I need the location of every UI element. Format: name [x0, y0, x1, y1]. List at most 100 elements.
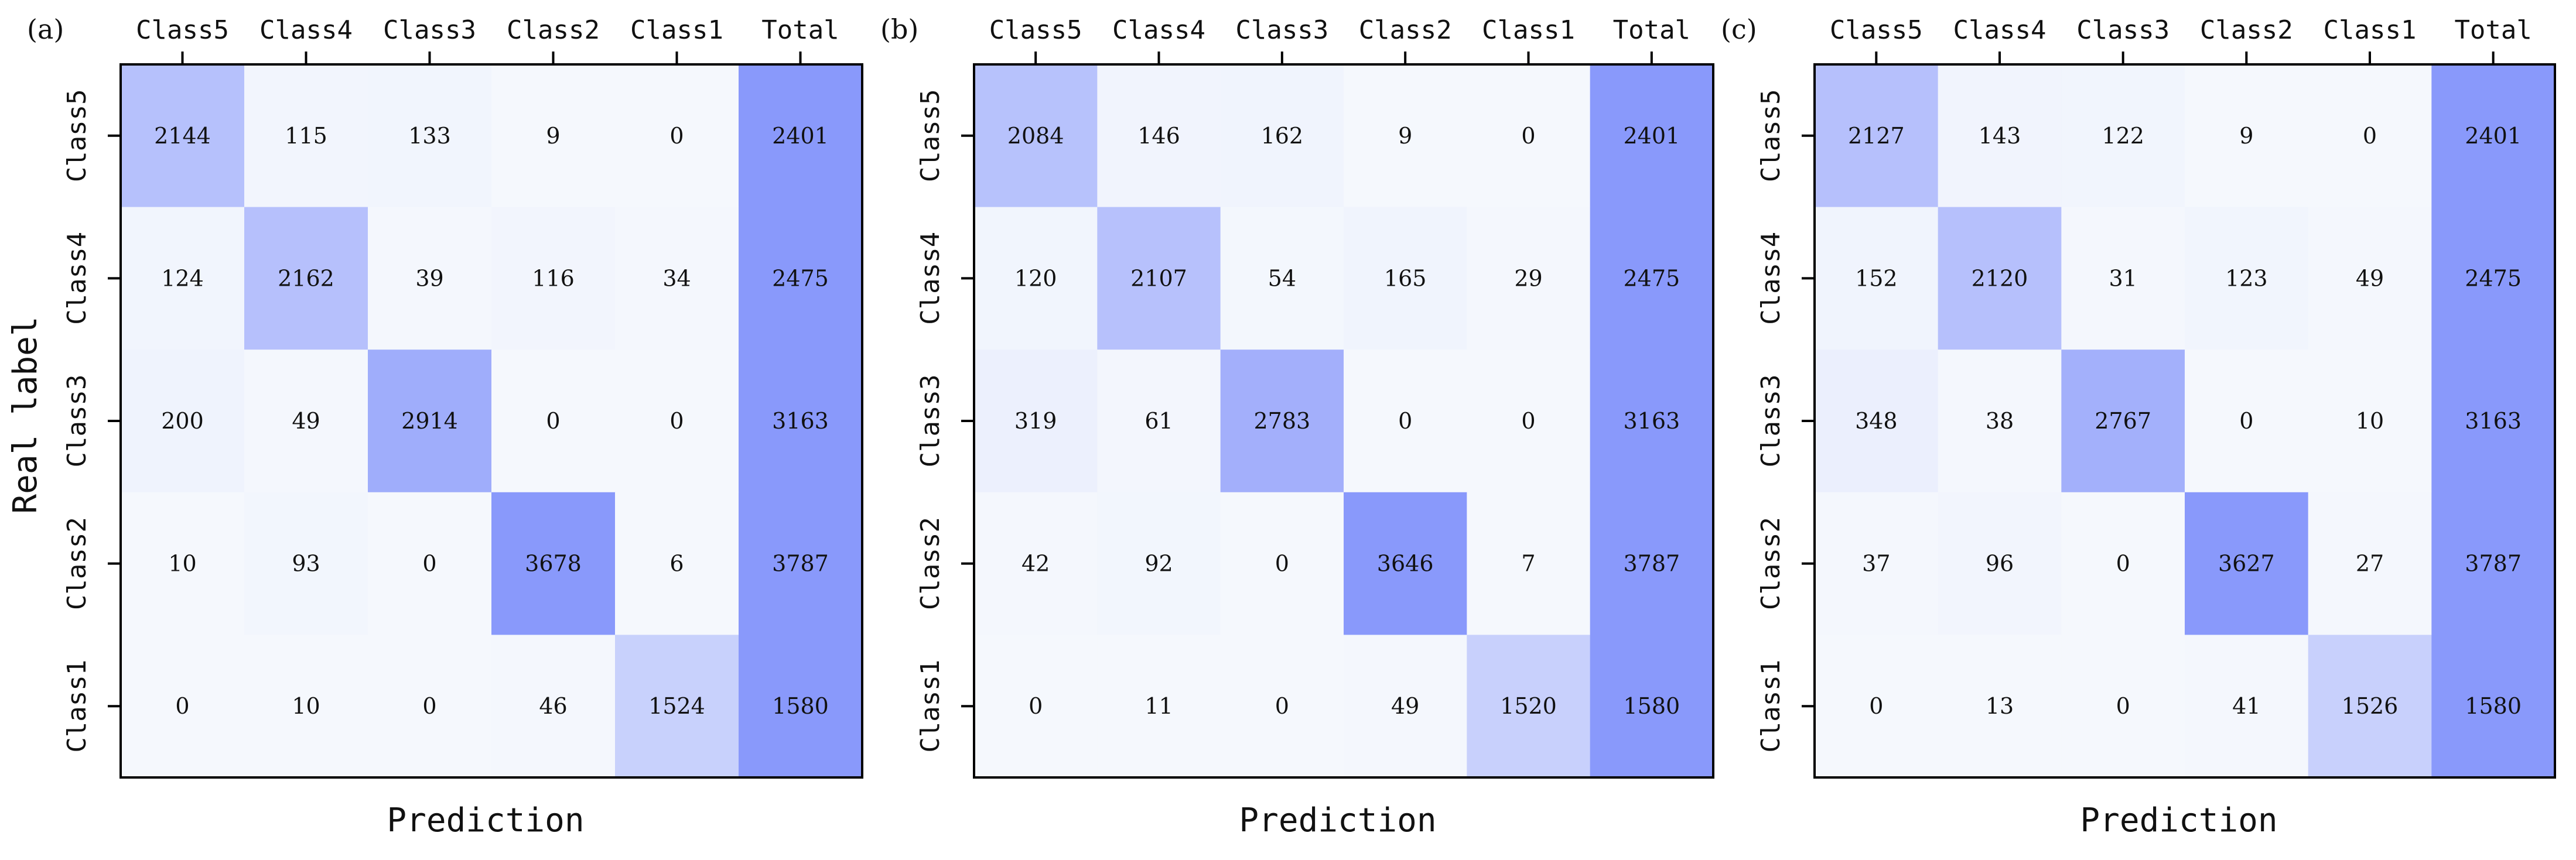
heatmap-cell — [2061, 350, 2185, 493]
heatmap-cell — [1467, 207, 1591, 350]
cell-value-label: 10 — [168, 551, 196, 577]
y-tick-label: Class3 — [62, 375, 92, 468]
x-axis-title: Prediction — [1239, 801, 1436, 840]
x-tick-label: Class4 — [1112, 15, 1205, 45]
cell-value-label: 2475 — [1623, 265, 1680, 291]
x-tick-label: Class5 — [136, 15, 229, 45]
heatmap-cell — [2308, 492, 2432, 635]
cell-value-label: 2914 — [401, 408, 458, 434]
y-tick-label: Class5 — [62, 89, 92, 182]
y-tick-label: Class1 — [1756, 660, 1786, 753]
heatmap-cell — [244, 64, 368, 208]
heatmap-cell — [368, 492, 492, 635]
cell-value-label: 37 — [1862, 551, 1890, 577]
cell-value-label: 1526 — [2342, 693, 2399, 719]
cell-value-label: 0 — [669, 123, 684, 149]
heatmap-cell — [1097, 350, 1221, 493]
heatmap-cell — [368, 350, 492, 493]
x-axis-title: Prediction — [2080, 801, 2277, 840]
x-tick-label: Class3 — [383, 15, 476, 45]
heatmap-cell — [615, 207, 739, 350]
y-tick-label: Class2 — [62, 517, 92, 610]
cell-value-label: 0 — [1521, 123, 1535, 149]
heatmap-cell — [121, 350, 245, 493]
x-tick-label: Class2 — [507, 15, 600, 45]
heatmap-cell — [1467, 635, 1591, 778]
cell-value-label: 61 — [1144, 408, 1173, 434]
heatmap-cell — [121, 207, 245, 350]
heatmap-cell — [368, 64, 492, 208]
cell-value-label: 146 — [1137, 123, 1180, 149]
cell-value-label: 0 — [669, 408, 684, 434]
cell-value-label: 27 — [2356, 551, 2384, 577]
heatmap-cell — [2185, 207, 2309, 350]
y-tick-label: Class2 — [915, 517, 945, 610]
cell-value-label: 124 — [161, 265, 204, 291]
heatmap-cell — [2061, 64, 2185, 208]
heatmap-cell — [615, 64, 739, 208]
cell-value-label: 0 — [422, 551, 436, 577]
heatmap-cell — [1467, 492, 1591, 635]
heatmap-panel-2: 2084 146 162 9 0 2401 120 2107 54 165 29 2475 319 61 2… — [880, 13, 1714, 840]
cell-value-label: 31 — [2109, 265, 2137, 291]
cell-value-label: 49 — [1391, 693, 1419, 719]
cell-value-label: 2162 — [278, 265, 334, 291]
heatmap-cell — [1220, 350, 1344, 493]
heatmap-cell — [1590, 350, 1714, 493]
x-tick-label: Class3 — [2076, 15, 2170, 45]
cell-value-label: 0 — [1275, 551, 1289, 577]
cell-value-label: 10 — [292, 693, 320, 719]
cell-value-label: 9 — [2239, 123, 2253, 149]
cell-value-label: 93 — [292, 551, 320, 577]
heatmap-cell — [1938, 207, 2062, 350]
heatmap-cell — [1097, 635, 1221, 778]
x-tick-label: Class1 — [1482, 15, 1575, 45]
cell-value-label: 1580 — [772, 693, 829, 719]
cell-value-label: 0 — [1029, 693, 1043, 719]
cell-value-label: 3787 — [1623, 551, 1680, 577]
cell-value-label: 3627 — [2218, 551, 2275, 577]
heatmap-cell — [974, 492, 1098, 635]
heatmap-cell — [2308, 207, 2432, 350]
heatmap-cell — [2431, 207, 2555, 350]
heatmap-cell — [121, 64, 245, 208]
cell-value-label: 1580 — [2465, 693, 2522, 719]
heatmap-cell — [615, 635, 739, 778]
cell-value-label: 46 — [539, 693, 567, 719]
cell-value-label: 2127 — [1848, 123, 1905, 149]
heatmap-cell — [2431, 635, 2555, 778]
heatmap-cell — [1815, 635, 1939, 778]
heatmap-cell — [1815, 350, 1939, 493]
x-tick-label: Class5 — [1830, 15, 1923, 45]
heatmap-cell — [244, 350, 368, 493]
y-tick-label: Class3 — [915, 375, 945, 468]
x-tick-label: Total — [761, 15, 839, 45]
heatmap-cell — [491, 492, 616, 635]
heatmap-cell — [1590, 635, 1714, 778]
cell-value-label: 13 — [1986, 693, 2014, 719]
cell-value-label: 2084 — [1007, 123, 1064, 149]
cell-value-label: 2120 — [1972, 265, 2028, 291]
heatmap-cell — [1815, 64, 1939, 208]
cell-value-label: 0 — [2116, 551, 2130, 577]
cell-value-label: 3787 — [2465, 551, 2522, 577]
cell-value-label: 2783 — [1253, 408, 1310, 434]
heatmap-cell — [1220, 492, 1344, 635]
cell-value-label: 96 — [1986, 551, 2014, 577]
cell-value-label: 0 — [2116, 693, 2130, 719]
panel-label: (b) — [880, 13, 918, 45]
cell-value-label: 0 — [2363, 123, 2377, 149]
cell-value-label: 10 — [2356, 408, 2384, 434]
heatmap-cell — [1815, 492, 1939, 635]
cell-value-label: 0 — [175, 693, 189, 719]
panel-label: (c) — [1721, 13, 1757, 45]
cell-value-label: 3646 — [1377, 551, 1434, 577]
heatmap-cell — [974, 635, 1098, 778]
heatmap-cell — [1815, 207, 1939, 350]
y-tick-label: Class3 — [1756, 375, 1786, 468]
heatmap-cell — [2185, 492, 2309, 635]
cell-value-label: 3163 — [772, 408, 829, 434]
cell-value-label: 9 — [546, 123, 560, 149]
heatmap-cell — [974, 350, 1098, 493]
cell-value-label: 143 — [1979, 123, 2021, 149]
